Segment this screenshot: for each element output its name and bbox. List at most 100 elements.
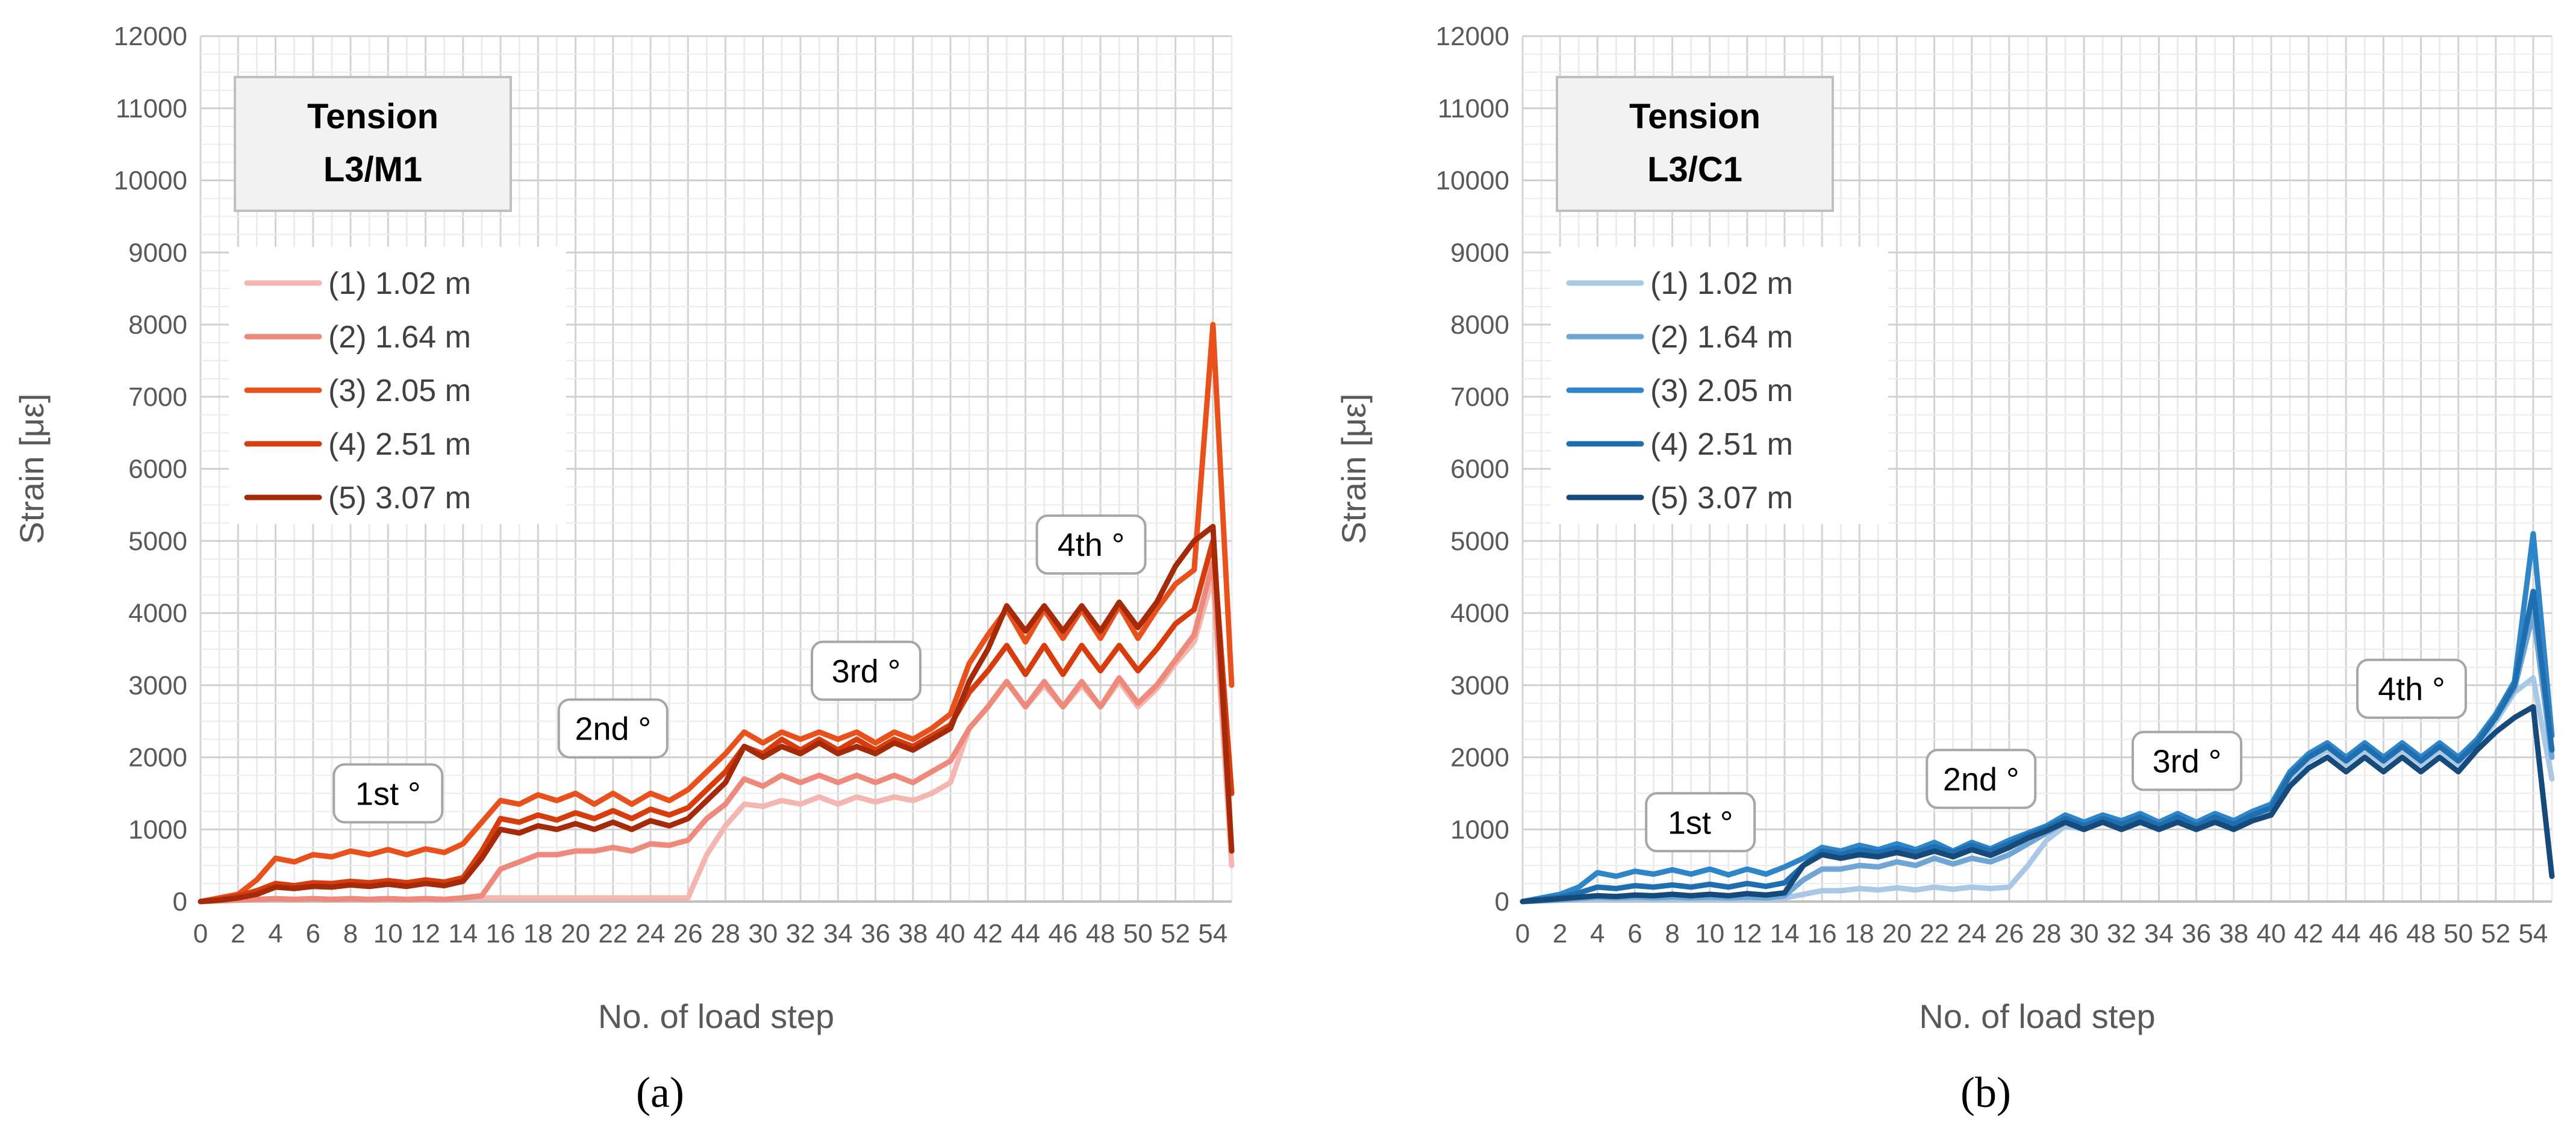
annotation-label: 3rd °	[832, 653, 901, 690]
x-tick-label: 10	[1695, 919, 1724, 949]
x-tick-label: 18	[523, 919, 553, 949]
x-tick-label: 16	[1807, 919, 1837, 949]
x-axis-title: No. of load step	[1919, 997, 2155, 1035]
y-tick-label: 7000	[1450, 382, 1509, 412]
series-line-4	[198, 538, 1235, 905]
annotation-label: 1st °	[1668, 805, 1733, 841]
x-tick-label: 26	[1994, 919, 2024, 949]
legend-label: (2) 1.64 m	[328, 320, 471, 355]
x-tick-label: 24	[1957, 919, 1986, 949]
x-tick-label: 52	[2481, 919, 2510, 949]
panel-label: (a)	[636, 1068, 684, 1117]
x-tick-label: 6	[306, 919, 320, 949]
y-tick-label: 11000	[1438, 94, 1509, 123]
y-tick-label: 0	[173, 887, 187, 917]
x-tick-label: 12	[1732, 919, 1762, 949]
x-tick-label: 14	[448, 919, 478, 949]
x-tick-label: 0	[1515, 919, 1530, 949]
x-tick-label: 38	[2219, 919, 2248, 949]
y-axis-title: Strain [με]	[1335, 393, 1373, 544]
y-tick-label: 11000	[116, 94, 187, 123]
chart-title-box	[1556, 76, 1834, 212]
x-tick-label: 40	[2256, 919, 2286, 949]
legend-label: (5) 3.07 m	[328, 481, 471, 516]
chart-panel-b: 0100020003000400050006000700080009000100…	[1335, 22, 2555, 1117]
x-tick-label: 18	[1845, 919, 1874, 949]
y-tick-label: 10000	[1436, 166, 1509, 196]
legend-label: (4) 2.51 m	[1650, 427, 1793, 462]
y-tick-label: 8000	[1450, 310, 1509, 340]
annotation-label: 2nd °	[575, 711, 651, 747]
x-tick-label: 40	[936, 919, 965, 949]
x-tick-label: 42	[973, 919, 1003, 949]
x-tick-label: 46	[2369, 919, 2398, 949]
series-lines	[198, 322, 1235, 905]
x-tick-label: 54	[2518, 919, 2548, 949]
series-line-2	[198, 559, 1235, 905]
y-tick-label: 2000	[1450, 743, 1509, 773]
panel-label: (b)	[1960, 1068, 2011, 1117]
legend-background	[1551, 247, 1888, 524]
annotation-label: 4th °	[2378, 671, 2445, 708]
y-tick-label: 6000	[1450, 455, 1509, 484]
y-tick-label: 10000	[114, 166, 187, 196]
legend: (1) 1.02 m (2) 1.64 m (3) 2.05 m (4) 2.51 m…	[229, 247, 566, 524]
x-tick-label: 28	[711, 919, 740, 949]
x-tick-label: 22	[1920, 919, 1949, 949]
annotation-box	[1645, 792, 1756, 853]
x-tick-label: 32	[2107, 919, 2136, 949]
annotation-label: 2nd °	[1943, 761, 2019, 797]
x-tick-label: 2	[1553, 919, 1567, 949]
x-tick-label: 36	[861, 919, 890, 949]
y-tick-label: 12000	[1436, 22, 1509, 51]
x-tick-label: 36	[2181, 919, 2211, 949]
x-tick-label: 0	[193, 919, 208, 949]
x-tick-label: 44	[1011, 919, 1040, 949]
x-tick-label: 50	[2443, 919, 2473, 949]
annotation-box	[557, 698, 669, 759]
x-tick-label: 52	[1161, 919, 1190, 949]
x-tick-label: 34	[823, 919, 853, 949]
series-line-5	[198, 523, 1235, 905]
y-tick-label: 12000	[114, 22, 187, 51]
x-tick-label: 34	[2144, 919, 2174, 949]
y-tick-label: 0	[1495, 887, 1509, 917]
x-tick-label: 16	[486, 919, 516, 949]
x-tick-label: 50	[1123, 919, 1153, 949]
x-tick-label: 30	[2069, 919, 2099, 949]
x-tick-label: 24	[636, 919, 666, 949]
y-tick-label: 7000	[128, 382, 187, 412]
annotation-box	[1035, 514, 1147, 575]
annotation-box	[811, 640, 922, 701]
x-tick-label: 26	[673, 919, 703, 949]
x-tick-label: 8	[343, 919, 358, 949]
annotation-label: 3rd °	[2153, 743, 2222, 779]
y-tick-label: 3000	[1450, 671, 1509, 700]
x-tick-label: 14	[1770, 919, 1800, 949]
y-tick-label: 4000	[1450, 599, 1509, 628]
x-tick-label: 48	[1086, 919, 1115, 949]
x-tick-label: 22	[598, 919, 628, 949]
legend-label: (2) 1.64 m	[1650, 320, 1793, 355]
annotation-box	[1926, 749, 2037, 809]
chart-title-line: Tension	[1629, 97, 1760, 136]
legend-label: (3) 2.05 m	[1650, 373, 1793, 408]
y-tick-label: 2000	[128, 743, 187, 773]
legend-label: (1) 1.02 m	[328, 266, 471, 301]
x-tick-label: 28	[2032, 919, 2062, 949]
y-tick-label: 5000	[128, 526, 187, 556]
annotation-label: 1st °	[355, 776, 421, 812]
series-lines	[1520, 531, 2555, 905]
x-tick-label: 20	[561, 919, 590, 949]
annotation-box	[332, 763, 444, 824]
annotation-label: 4th °	[1058, 527, 1125, 563]
x-tick-label: 4	[1590, 919, 1605, 949]
x-tick-label: 8	[1665, 919, 1679, 949]
y-tick-label: 9000	[128, 238, 187, 267]
y-tick-label: 6000	[128, 455, 187, 484]
chart-title-line: Tension	[307, 97, 438, 136]
y-tick-label: 5000	[1450, 526, 1509, 556]
chart-title-line: L3/M1	[323, 150, 422, 189]
x-tick-label: 44	[2331, 919, 2361, 949]
